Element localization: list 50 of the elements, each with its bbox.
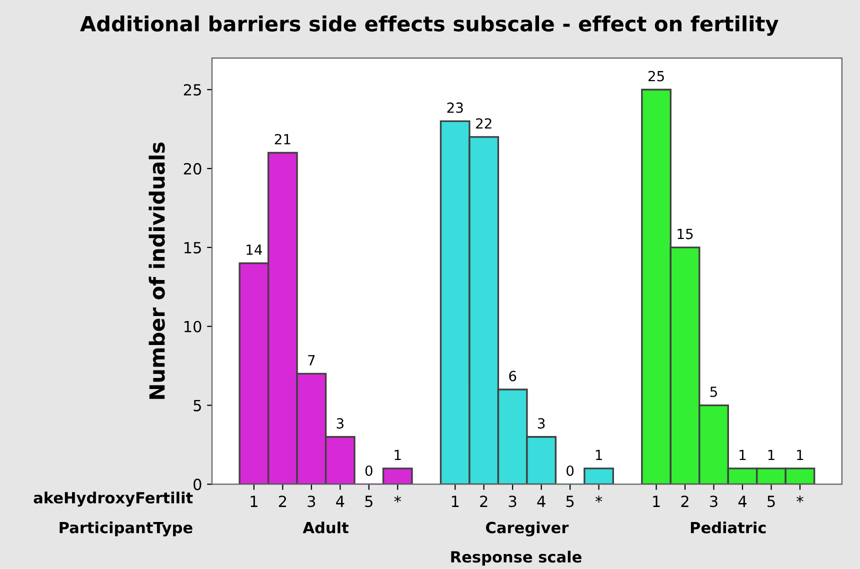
- x-tick-label: *: [796, 496, 804, 503]
- x-tick-label: 3: [508, 496, 516, 508]
- x-tick-label: 5: [365, 496, 372, 508]
- x-tick-label: 3: [710, 496, 718, 508]
- data-label: 1: [596, 450, 602, 460]
- x-axis-title: Response scale: [451, 550, 582, 566]
- data-label: 0: [365, 465, 372, 476]
- x-tick-label: 5: [566, 496, 574, 508]
- data-label: 3: [336, 418, 344, 429]
- y-tick-label: 15: [184, 242, 201, 254]
- data-label: 1: [797, 450, 804, 460]
- data-label: 22: [476, 118, 492, 129]
- text: akeHydroxyFertilit: [34, 492, 193, 507]
- x-tick-label: 4: [738, 496, 747, 507]
- x-tick-label: 2: [681, 496, 688, 507]
- text: ParticipantType: [60, 522, 192, 536]
- x-tick-label: 4: [537, 496, 546, 507]
- x-tick-label: 4: [336, 496, 344, 507]
- text: Adult: [302, 522, 349, 534]
- x-tick-label: 1: [250, 496, 258, 507]
- data-label: 5: [710, 386, 717, 398]
- data-label: 6: [509, 370, 516, 382]
- data-label: 15: [678, 228, 693, 240]
- y-tick-label: 0: [194, 478, 202, 490]
- x-tick-label: 2: [480, 496, 488, 507]
- x-tick-label: *: [595, 496, 602, 503]
- y-tick-label: 25: [184, 84, 201, 96]
- text: Pediatric: [690, 522, 766, 534]
- data-label: 3: [538, 418, 545, 429]
- chart-title: Additional barriers side effects subscale - effect on fertility: [80, 15, 778, 36]
- y-tick-label: 5: [194, 400, 201, 412]
- text: Caregiver: [486, 522, 569, 536]
- data-label: 7: [308, 355, 315, 366]
- data-label: 14: [246, 244, 262, 255]
- y-tick-label: 10: [184, 320, 202, 332]
- x-tick-label: 1: [452, 496, 459, 507]
- x-tick-label: 5: [768, 496, 775, 508]
- x-tick-label: 2: [278, 496, 286, 507]
- data-label: 21: [274, 134, 290, 144]
- y-axis-title: Number of individuals: [148, 142, 165, 399]
- data-label: 1: [740, 450, 746, 460]
- x-tick-label: 1: [653, 496, 660, 507]
- data-label: 23: [447, 102, 463, 113]
- data-label: 1: [768, 450, 774, 460]
- data-label: 1: [394, 450, 401, 460]
- x-tick-label: *: [394, 496, 402, 503]
- data-label: 0: [566, 465, 574, 476]
- y-tick-label: 20: [184, 162, 202, 175]
- x-tick-label: 3: [308, 496, 316, 508]
- data-label: 25: [648, 70, 664, 82]
